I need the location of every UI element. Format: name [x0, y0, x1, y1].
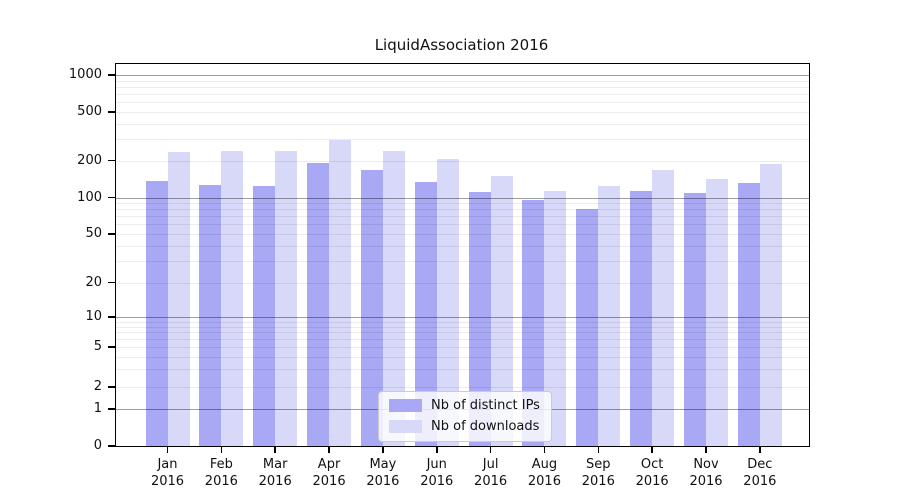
x-tick-dec — [759, 446, 761, 453]
bar-distinct-ips-apr — [307, 162, 330, 446]
x-tick-feb — [220, 446, 223, 453]
x-tick-label-aug: Aug 2016 — [527, 457, 561, 489]
y-tick-label-0: 0 — [93, 438, 102, 453]
bar-distinct-ips-jan — [145, 181, 168, 446]
x-tick-label-may: May 2016 — [366, 457, 400, 489]
bar-downloads-feb — [221, 151, 244, 446]
bar-downloads-sep — [598, 186, 621, 446]
bar-distinct-ips-jul — [468, 191, 491, 446]
bar-downloads-dec — [759, 163, 782, 446]
bar-distinct-ips-jun — [414, 182, 437, 446]
bar-distinct-ips-dec — [737, 183, 760, 446]
y-tick-label-50: 50 — [85, 226, 102, 241]
gridline-minor-200 — [116, 160, 809, 162]
legend-label-distinct-ips: Nb of distinct IPs — [431, 398, 540, 413]
bar-downloads-nov — [706, 178, 728, 446]
bar-distinct-ips-feb — [199, 184, 222, 446]
y-tick-label-200: 200 — [77, 152, 102, 168]
x-tick-label-apr: Apr 2016 — [312, 457, 346, 489]
legend-label-downloads: Nb of downloads — [431, 419, 540, 434]
bar-distinct-ips-may — [360, 170, 383, 446]
gridline-minor-700 — [116, 94, 809, 96]
gridline-minor-600 — [116, 102, 809, 104]
plot-area: 0 1 2 5 10 20 50 100 200 500 1000 Jan 2016 Feb 2016 Mar… — [69, 63, 810, 489]
x-tick-sep — [597, 446, 600, 453]
x-tick-label-mar: Mar 2016 — [258, 457, 292, 489]
bar-distinct-ips-oct — [630, 190, 653, 446]
y-tick-5 — [108, 346, 116, 348]
legend-item-downloads: Nb of downloads — [389, 419, 540, 434]
bar-distinct-ips-sep — [576, 208, 599, 446]
bar-downloads-apr — [329, 139, 352, 446]
y-tick-label-500: 500 — [77, 104, 102, 119]
bar-distinct-ips-nov — [684, 193, 706, 446]
legend-swatch-distinct-ips — [389, 399, 422, 412]
y-tick-20 — [108, 281, 116, 284]
bar-downloads-jun — [436, 158, 459, 446]
x-tick-label-feb: Feb 2016 — [204, 457, 238, 489]
x-tick-jun — [436, 446, 438, 453]
y-tick-label-1: 1 — [93, 401, 102, 416]
x-tick-label-nov: Nov 2016 — [689, 457, 723, 489]
y-tick-50 — [108, 233, 116, 235]
x-tick-label-jul: Jul 2016 — [474, 457, 508, 489]
gridline-minor-800 — [116, 86, 809, 88]
x-tick-aug — [543, 446, 546, 453]
y-tick-label-20: 20 — [85, 274, 102, 290]
x-tick-label-jun: Jun 2016 — [420, 457, 454, 489]
gridline-minor-500 — [116, 112, 809, 113]
y-tick-500 — [108, 111, 116, 113]
x-tick-apr — [328, 446, 330, 453]
y-tick-2 — [108, 386, 116, 388]
y-tick-label-5: 5 — [93, 339, 102, 354]
x-tick-label-oct: Oct 2016 — [635, 457, 669, 489]
x-tick-jan — [166, 446, 169, 453]
x-tick-label-sep: Sep 2016 — [581, 457, 615, 489]
bar-downloads-may — [382, 151, 405, 446]
y-tick-1 — [108, 408, 116, 410]
x-tick-nov — [705, 446, 707, 453]
y-tick-label-100: 100 — [77, 189, 102, 205]
bar-distinct-ips-aug — [522, 199, 545, 446]
y-tick-1000 — [108, 74, 116, 76]
y-tick-10 — [108, 316, 116, 318]
bar-downloads-aug — [544, 190, 567, 446]
legend-swatch-downloads — [389, 420, 422, 433]
y-tick-100 — [108, 196, 116, 199]
bar-downloads-jul — [490, 175, 513, 446]
x-tick-may — [382, 446, 384, 453]
gridline-minor-400 — [116, 123, 809, 125]
x-tick-label-dec: Dec 2016 — [743, 457, 777, 489]
bar-downloads-oct — [652, 170, 675, 446]
chart-title: LiquidAssociation 2016 — [374, 36, 549, 54]
x-tick-jul — [489, 446, 492, 453]
legend: Nb of distinct IPs Nb of downloads — [378, 391, 552, 442]
y-tick-200 — [108, 159, 116, 162]
legend-item-distinct-ips: Nb of distinct IPs — [389, 398, 540, 413]
y-tick-label-10: 10 — [85, 309, 102, 324]
bar-downloads-jan — [167, 151, 190, 446]
bar-downloads-mar — [275, 151, 298, 446]
x-tick-mar — [274, 446, 276, 453]
gridline-major-1000 — [116, 75, 809, 76]
y-tick-0 — [108, 445, 116, 447]
x-tick-oct — [651, 446, 653, 453]
y-tick-label-1000: 1000 — [68, 67, 102, 82]
bar-distinct-ips-mar — [253, 186, 276, 446]
x-tick-label-jan: Jan 2016 — [150, 457, 185, 489]
y-tick-label-2: 2 — [93, 379, 102, 394]
gridline-minor-900 — [116, 80, 809, 82]
gridline-minor-300 — [116, 139, 809, 141]
